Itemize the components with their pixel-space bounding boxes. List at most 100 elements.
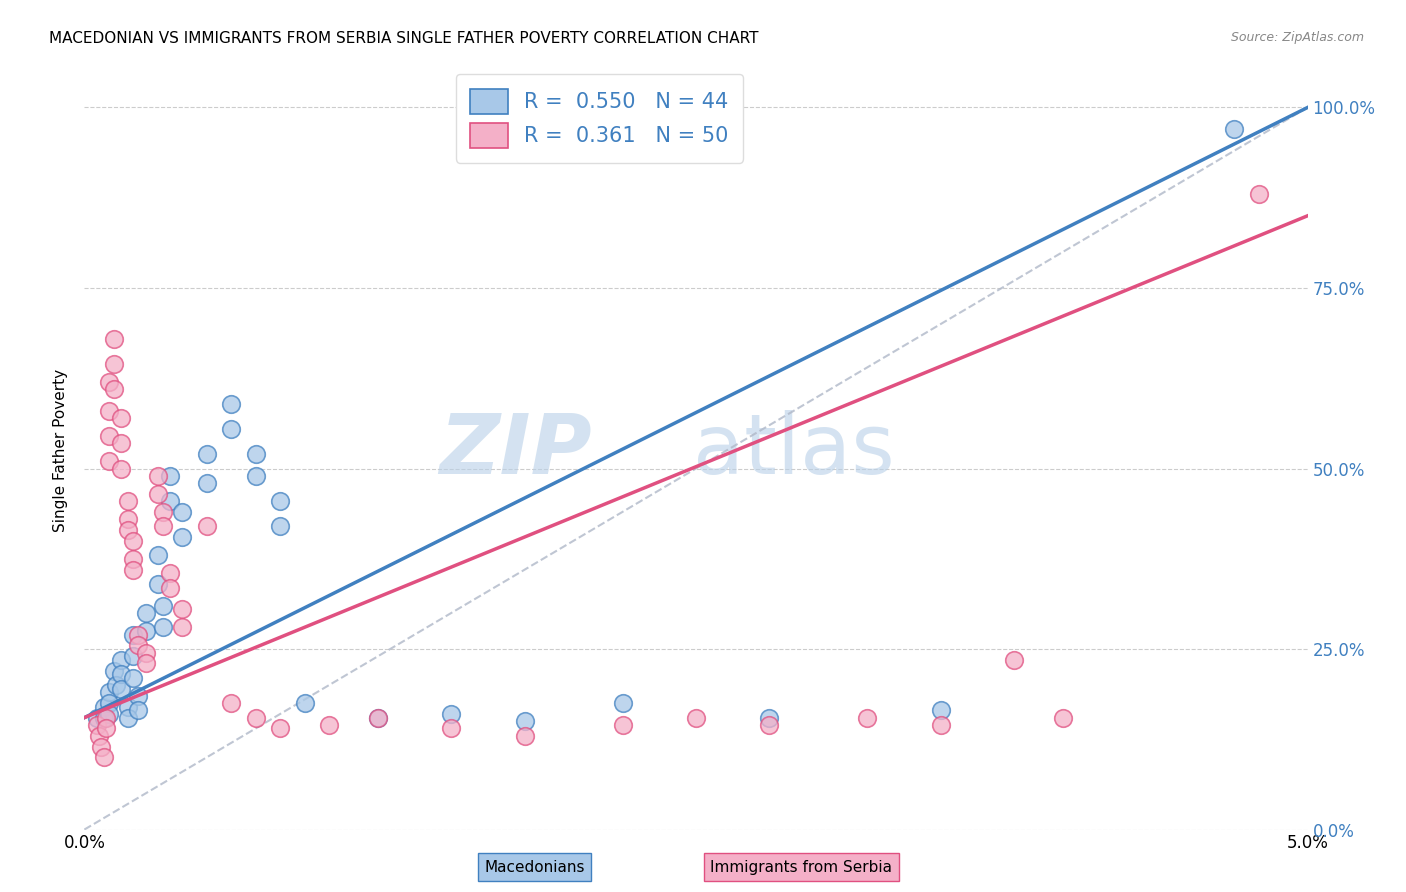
Point — [152, 599, 174, 613]
Point — [172, 505, 194, 519]
Point — [245, 447, 267, 461]
Text: atlas: atlas — [693, 410, 894, 491]
Point — [269, 494, 291, 508]
Point — [97, 454, 120, 468]
Point — [110, 436, 132, 450]
Point — [97, 403, 120, 417]
Y-axis label: Single Father Poverty: Single Father Poverty — [53, 369, 69, 532]
Point — [367, 711, 389, 725]
Point — [103, 357, 125, 371]
Point — [103, 332, 125, 346]
Point — [440, 722, 463, 736]
Point — [110, 653, 132, 667]
Point — [856, 711, 879, 725]
Point — [110, 411, 132, 425]
Point — [152, 620, 174, 634]
Point — [1223, 122, 1246, 136]
Point — [245, 468, 267, 483]
Point — [219, 396, 242, 410]
Point — [122, 627, 145, 641]
Point — [117, 512, 139, 526]
Point — [146, 548, 169, 562]
Point — [93, 750, 115, 764]
Point — [513, 729, 536, 743]
Point — [103, 664, 125, 678]
Point — [117, 494, 139, 508]
Text: Immigrants from Serbia: Immigrants from Serbia — [710, 860, 893, 874]
Point — [117, 523, 139, 537]
Point — [294, 696, 316, 710]
Point — [152, 519, 174, 533]
Point — [127, 703, 149, 717]
Text: Macedonians: Macedonians — [484, 860, 585, 874]
Point — [135, 646, 157, 660]
Point — [367, 711, 389, 725]
Point — [110, 667, 132, 681]
Point — [1247, 187, 1270, 202]
Legend: R =  0.550   N = 44, R =  0.361   N = 50: R = 0.550 N = 44, R = 0.361 N = 50 — [456, 74, 744, 162]
Point — [103, 382, 125, 396]
Point — [96, 711, 118, 725]
Point — [117, 699, 139, 714]
Point — [122, 563, 145, 577]
Point — [110, 461, 132, 475]
Point — [127, 627, 149, 641]
Point — [318, 718, 340, 732]
Point — [513, 714, 536, 729]
Point — [127, 639, 149, 653]
Point — [96, 722, 118, 736]
Point — [929, 703, 952, 717]
Point — [245, 711, 267, 725]
Point — [87, 729, 110, 743]
Point — [135, 657, 157, 671]
Point — [105, 678, 128, 692]
Text: MACEDONIAN VS IMMIGRANTS FROM SERBIA SINGLE FATHER POVERTY CORRELATION CHART: MACEDONIAN VS IMMIGRANTS FROM SERBIA SIN… — [49, 31, 759, 46]
Point — [929, 718, 952, 732]
Point — [172, 530, 194, 544]
Point — [146, 487, 169, 501]
Point — [612, 696, 634, 710]
Point — [135, 624, 157, 638]
Point — [159, 468, 181, 483]
Point — [195, 475, 218, 490]
Point — [135, 606, 157, 620]
Point — [172, 620, 194, 634]
Point — [97, 685, 120, 699]
Point — [1052, 711, 1074, 725]
Point — [97, 696, 120, 710]
Point — [758, 718, 780, 732]
Point — [159, 566, 181, 581]
Point — [97, 429, 120, 443]
Point — [93, 699, 115, 714]
Point — [127, 689, 149, 703]
Point — [86, 718, 108, 732]
Point — [146, 468, 169, 483]
Point — [146, 577, 169, 591]
Text: ZIP: ZIP — [439, 410, 592, 491]
Point — [758, 711, 780, 725]
Point — [110, 681, 132, 696]
Point — [172, 602, 194, 616]
Point — [122, 671, 145, 685]
Point — [269, 519, 291, 533]
Point — [97, 706, 120, 721]
Point — [195, 519, 218, 533]
Point — [122, 649, 145, 664]
Point — [159, 581, 181, 595]
Point — [440, 706, 463, 721]
Point — [117, 711, 139, 725]
Point — [122, 551, 145, 566]
Point — [152, 505, 174, 519]
Point — [685, 711, 707, 725]
Point — [269, 722, 291, 736]
Point — [159, 494, 181, 508]
Point — [612, 718, 634, 732]
Point — [1002, 653, 1025, 667]
Point — [90, 739, 112, 754]
Point — [93, 711, 115, 725]
Point — [219, 696, 242, 710]
Point — [219, 422, 242, 436]
Point — [122, 533, 145, 548]
Point — [97, 375, 120, 389]
Point — [195, 447, 218, 461]
